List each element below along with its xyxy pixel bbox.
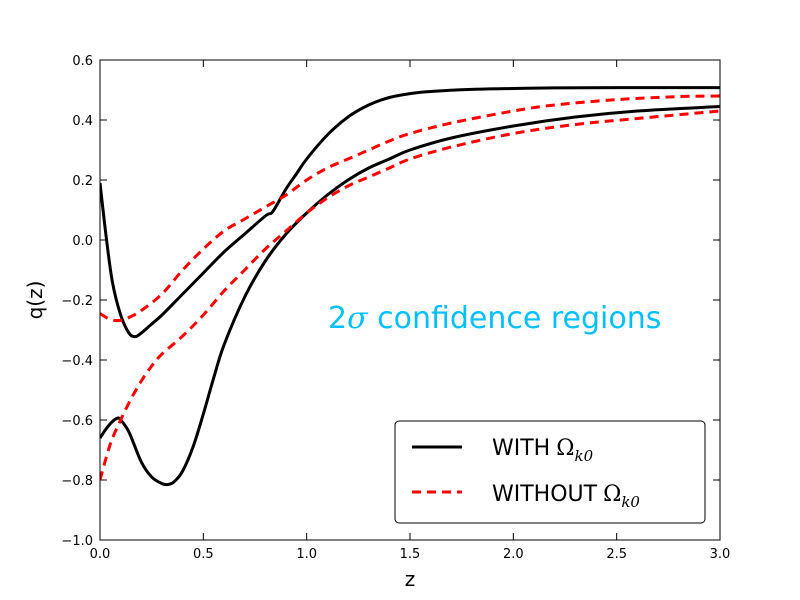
y-tick-label: 0.6 — [72, 54, 93, 69]
confidence-annotation: 2σ confidence regions — [328, 301, 661, 336]
x-tick-label: 2.0 — [503, 547, 524, 562]
annotation-sigma: σ — [347, 301, 369, 336]
x-tick-label: 1.5 — [400, 547, 421, 562]
legend-without-omega: Ω — [603, 482, 621, 507]
legend-label-without: WITHOUT Ωk0 — [492, 482, 640, 511]
y-tick-labels: −1.0 −0.8 −0.6 −0.4 −0.2 0.0 0.2 0.4 0.6 — [61, 54, 93, 549]
x-axis-label: z — [405, 567, 416, 591]
series-without-bound-lower — [100, 109, 720, 481]
annotation-number: 2 — [328, 301, 347, 336]
y-tick-label: −0.4 — [61, 354, 93, 369]
legend-box — [394, 420, 706, 524]
x-tick-label: 1.0 — [296, 547, 317, 562]
x-tick-label: 3.0 — [710, 547, 731, 562]
x-tick-label: 2.5 — [606, 547, 627, 562]
legend-without-subscript: k0 — [621, 493, 640, 511]
x-tick-labels: 0.0 0.5 1.0 1.5 2.0 2.5 3.0 — [90, 547, 731, 562]
legend-with-subscript: k0 — [574, 447, 593, 465]
plot-frame — [99, 59, 721, 541]
y-tick-label: −0.2 — [61, 294, 93, 309]
annotation-text: confidence regions — [368, 301, 662, 336]
y-tick-label: 0.0 — [72, 234, 93, 249]
series-with-bound-upper — [100, 86, 720, 339]
legend-with-omega: Ω — [556, 436, 574, 461]
legend-label-with: WITH Ωk0 — [492, 436, 594, 465]
series-without-bound-upper — [100, 94, 720, 323]
y-tick-label: −1.0 — [61, 534, 93, 549]
series-curves — [100, 86, 720, 487]
y-tick-label: 0.2 — [72, 174, 93, 189]
legend-with-name: WITH — [492, 436, 550, 461]
legend-without-name: WITHOUT — [492, 482, 598, 507]
y-tick-label: 0.4 — [72, 114, 93, 129]
y-tick-label: −0.8 — [61, 474, 93, 489]
x-tick-label: 0.0 — [90, 547, 111, 562]
series-with-bound-lower — [100, 105, 720, 487]
legend: WITH Ωk0 WITHOUT Ωk0 — [394, 420, 706, 524]
x-tick-label: 0.5 — [193, 547, 214, 562]
y-tick-label: −0.6 — [61, 414, 93, 429]
y-axis-label: q(z) — [23, 281, 47, 320]
